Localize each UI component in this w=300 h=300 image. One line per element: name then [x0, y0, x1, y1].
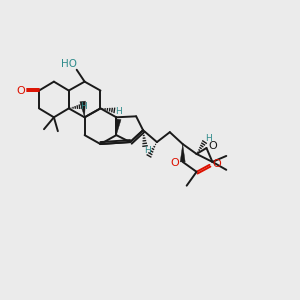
Text: O: O	[170, 158, 179, 168]
Text: HO: HO	[61, 59, 77, 69]
Text: H: H	[205, 134, 212, 142]
Polygon shape	[116, 119, 121, 135]
Text: O: O	[208, 141, 217, 151]
Text: O: O	[17, 85, 26, 96]
Text: H: H	[144, 146, 150, 154]
Text: O: O	[212, 159, 221, 169]
Polygon shape	[80, 101, 86, 117]
Text: H: H	[115, 107, 122, 116]
Text: H: H	[80, 102, 87, 111]
Polygon shape	[180, 144, 185, 162]
